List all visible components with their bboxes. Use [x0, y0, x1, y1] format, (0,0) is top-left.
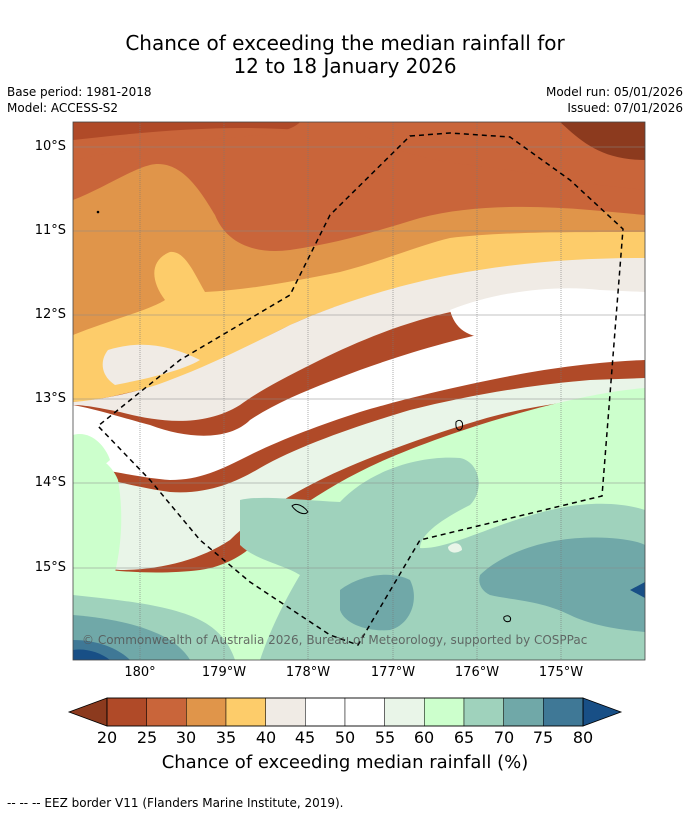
lat-label-14s: 14°S	[34, 475, 66, 490]
colorbar-cell	[186, 697, 227, 727]
lon-label-179w: 179°W	[201, 665, 247, 680]
issued-date: Issued: 07/01/2026	[567, 101, 683, 115]
lat-label-12s: 12°S	[34, 307, 66, 322]
colorbar-cell	[344, 697, 385, 727]
title-line-1: Chance of exceeding the median rainfall …	[125, 31, 565, 55]
eez-border	[96, 132, 624, 646]
colorbar-under-arrow	[67, 697, 108, 727]
colorbar-tick-75: 75	[532, 728, 554, 747]
colorbar-cell	[146, 697, 187, 727]
colorbar-tick-70: 70	[493, 728, 515, 747]
colorbar-tick-25: 25	[136, 728, 158, 747]
copyright-notice: © Commonwealth of Australia 2026, Bureau…	[82, 633, 588, 647]
colorbar-tick-60: 60	[413, 728, 435, 747]
colorbar-cell	[384, 697, 425, 727]
colorbar-tick-55: 55	[374, 728, 396, 747]
lat-label-10s: 10°S	[34, 139, 66, 154]
colorbar-tick-50: 50	[334, 728, 356, 747]
probability-field	[73, 122, 645, 660]
colorbar-tick-40: 40	[255, 728, 277, 747]
colorbar-tick-20: 20	[96, 728, 118, 747]
lon-label-178w: 178°W	[285, 665, 331, 680]
colorbar-label: Chance of exceeding median rainfall (%)	[161, 752, 529, 773]
colorbar-cell	[543, 697, 584, 727]
colorbar-cell	[265, 697, 306, 727]
colorbar-tick-45: 45	[294, 728, 316, 747]
colorbar-tick-30: 30	[175, 728, 197, 747]
lon-label-175w: 175°W	[538, 665, 584, 680]
gridlines	[73, 122, 645, 660]
base-period: Base period: 1981-2018	[7, 85, 152, 99]
colorbar-tick-35: 35	[215, 728, 237, 747]
colorbar-cell	[106, 697, 147, 727]
colorbar-tick-65: 65	[453, 728, 475, 747]
colorbar	[67, 697, 623, 727]
colorbar-cell	[463, 697, 504, 727]
lat-label-11s: 11°S	[34, 223, 66, 238]
eez-legend: -- -- -- EEZ border V11 (Flanders Marine…	[7, 796, 344, 810]
lat-label-13s: 13°S	[34, 391, 66, 406]
colorbar-cell	[424, 697, 465, 727]
map-frame	[72, 121, 646, 661]
lon-label-177w: 177°W	[370, 665, 416, 680]
lon-label-180: 180°	[124, 665, 156, 680]
colorbar-cell	[503, 697, 544, 727]
model-run: Model run: 05/01/2026	[545, 85, 683, 99]
model-name: Model: ACCESS-S2	[7, 101, 119, 115]
colorbar-over-arrow	[582, 697, 623, 727]
lat-label-15s: 15°S	[34, 560, 66, 575]
lon-label-176w: 176°W	[454, 665, 500, 680]
colorbar-tick-80: 80	[572, 728, 594, 747]
colorbar-cell	[305, 697, 346, 727]
title-line-2: 12 to 18 January 2026	[233, 54, 457, 78]
colorbar-cell	[225, 697, 266, 727]
